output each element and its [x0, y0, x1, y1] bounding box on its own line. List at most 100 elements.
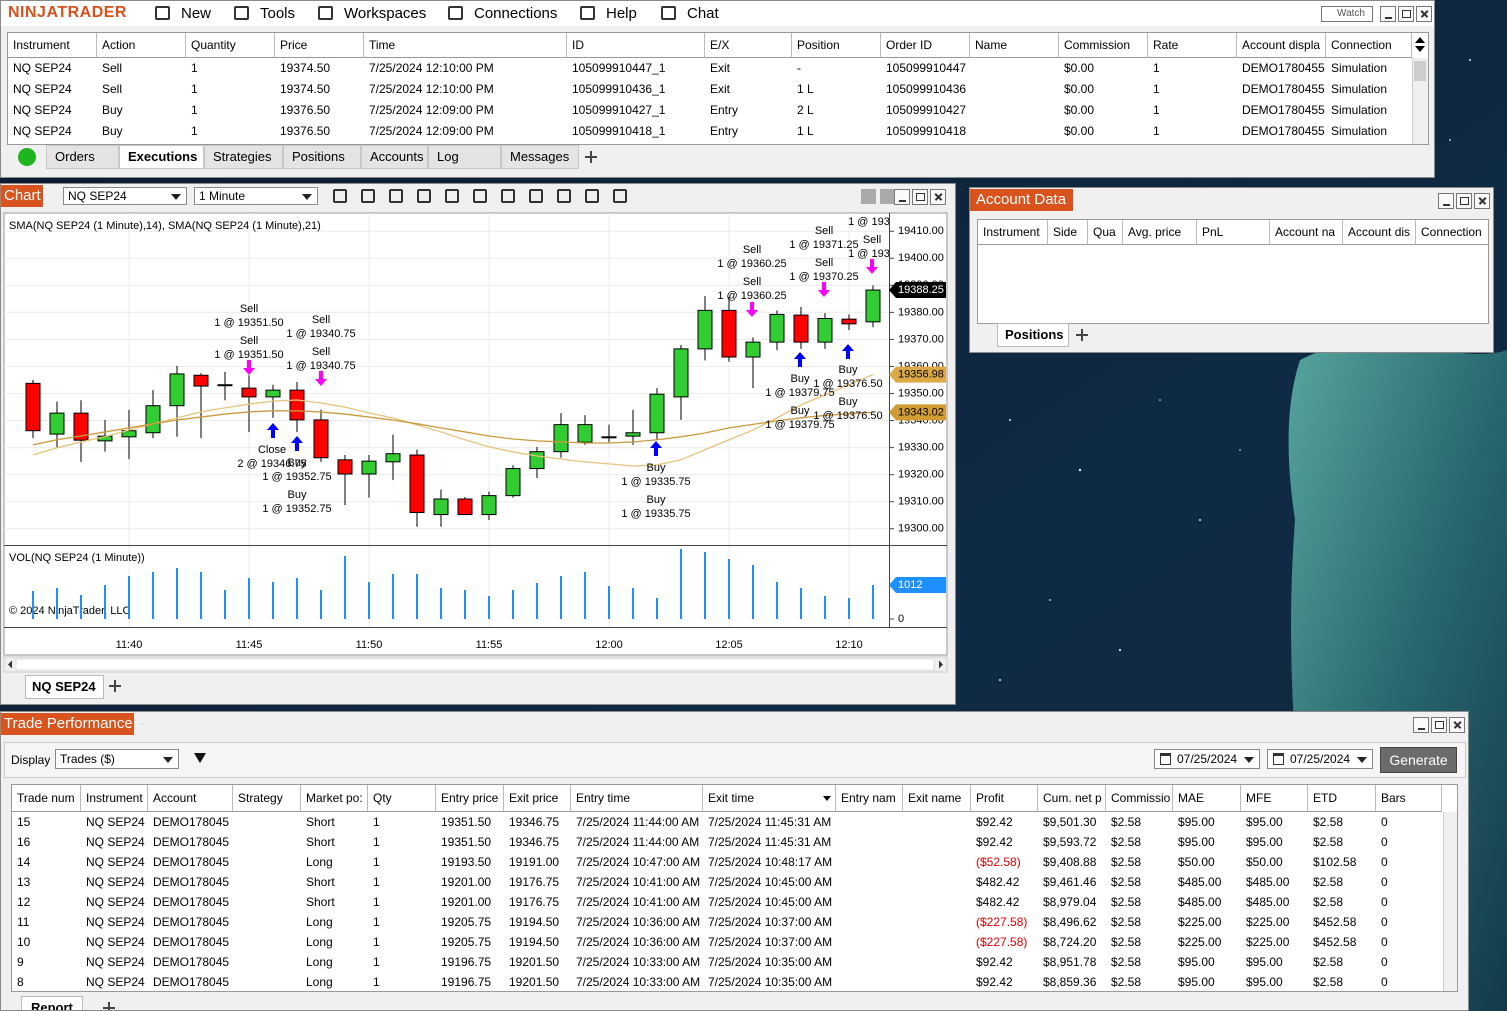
column-header[interactable]: Position	[792, 33, 881, 58]
column-header[interactable]: Name	[970, 33, 1059, 58]
window-min-button[interactable]	[1413, 717, 1429, 733]
toolbar-button[interactable]	[417, 189, 431, 203]
filter-button[interactable]	[194, 753, 206, 763]
toolbar-button[interactable]	[333, 189, 347, 203]
column-header[interactable]: Instrument	[81, 785, 148, 812]
column-header[interactable]: Quantity	[186, 33, 275, 58]
toolbar-button[interactable]	[361, 189, 375, 203]
table-cell: DEMO1780455	[1242, 103, 1325, 117]
y-tick-label: 19350.00	[898, 387, 944, 399]
column-header[interactable]: Exit name	[903, 785, 971, 812]
column-header[interactable]: Account displa	[1237, 33, 1326, 58]
menu-item[interactable]: Help	[606, 5, 637, 22]
column-header[interactable]: Account	[148, 785, 233, 812]
column-header[interactable]: Time	[364, 33, 567, 58]
column-header[interactable]: Entry price	[436, 785, 504, 812]
window-max-button[interactable]	[1398, 6, 1414, 22]
column-header[interactable]: Cum. net p	[1038, 785, 1106, 812]
bottom-tab[interactable]: Accounts	[361, 145, 428, 169]
watch-button[interactable]: Watch	[1321, 6, 1373, 22]
toolbar-button[interactable]	[445, 189, 459, 203]
column-header[interactable]: Qua	[1088, 220, 1123, 245]
trades-grid: Trade num Instrument Account Strategy Market…	[11, 784, 1458, 992]
table-cell: 16	[17, 835, 31, 849]
add-tab-button[interactable]	[583, 149, 599, 165]
column-header[interactable]: Commission	[1059, 33, 1148, 58]
column-header[interactable]: MFE	[1241, 785, 1308, 812]
bottom-tab[interactable]: Messages	[501, 145, 579, 169]
window-min-button[interactable]	[1438, 193, 1454, 209]
column-header[interactable]: Account dis	[1343, 220, 1416, 245]
toolbar-button[interactable]	[613, 189, 627, 203]
column-header[interactable]: Entry nam	[836, 785, 903, 812]
column-header[interactable]: Qty	[368, 785, 436, 812]
column-header[interactable]: ETD	[1308, 785, 1376, 812]
table-cell: Long	[306, 935, 333, 949]
column-header[interactable]: Avg. price	[1123, 220, 1197, 245]
column-header[interactable]: Instrument	[8, 33, 97, 58]
column-header[interactable]: Exit price	[504, 785, 571, 812]
x-tick-label: 12:10	[835, 639, 863, 651]
column-header[interactable]: Connection	[1326, 33, 1412, 58]
bottom-tab[interactable]: Orders	[46, 145, 119, 169]
column-header[interactable]: Rate	[1148, 33, 1237, 58]
column-header[interactable]: Trade num	[12, 785, 81, 812]
toolbar-button[interactable]	[473, 189, 487, 203]
add-tab-button[interactable]	[107, 678, 123, 694]
window-max-button[interactable]	[1431, 717, 1447, 733]
column-header[interactable]: Order ID	[881, 33, 970, 58]
window-close-button[interactable]	[1416, 6, 1432, 22]
chart-tab[interactable]: NQ SEP24	[25, 675, 104, 699]
column-header[interactable]: Commissio	[1106, 785, 1173, 812]
column-header[interactable]: Profit	[971, 785, 1038, 812]
chart-nav-button[interactable]	[880, 189, 895, 204]
interval-selector[interactable]: 1 Minute	[194, 187, 318, 205]
column-header[interactable]: MAE	[1173, 785, 1241, 812]
bottom-tab[interactable]: Positions	[283, 145, 361, 169]
window-max-button[interactable]	[912, 189, 928, 205]
column-header[interactable]: Instrument	[978, 220, 1048, 245]
menu-item[interactable]: Connections	[474, 5, 558, 22]
menu-item[interactable]: Tools	[260, 5, 296, 22]
window-close-button[interactable]	[1449, 717, 1465, 733]
window-close-button[interactable]	[1474, 193, 1490, 209]
column-header[interactable]: ID	[567, 33, 705, 58]
column-header[interactable]: Entry time	[571, 785, 703, 812]
bottom-tab[interactable]: Log	[428, 145, 501, 169]
column-header[interactable]: Account na	[1270, 220, 1343, 245]
menu-item[interactable]: Chat	[687, 5, 719, 22]
menu-item[interactable]: Workspaces	[344, 5, 427, 22]
chart-nav-button[interactable]	[861, 189, 876, 204]
window-close-button[interactable]	[930, 189, 946, 205]
add-tab-button[interactable]	[1074, 327, 1090, 343]
menu-item[interactable]: New	[181, 5, 212, 22]
bottom-tab[interactable]: Strategies	[204, 145, 283, 169]
date-to[interactable]: 07/25/2024	[1267, 749, 1373, 769]
column-header[interactable]: E/X	[705, 33, 792, 58]
column-header[interactable]: PnL	[1197, 220, 1270, 245]
add-tab-button[interactable]	[101, 1000, 117, 1010]
window-max-button[interactable]	[1456, 193, 1472, 209]
date-from[interactable]: 07/25/2024	[1154, 749, 1260, 769]
column-header[interactable]: Bars	[1376, 785, 1442, 812]
column-header[interactable]: Strategy	[233, 785, 301, 812]
window-min-button[interactable]	[1380, 6, 1396, 22]
column-header[interactable]: Connection	[1416, 220, 1488, 245]
positions-tab[interactable]: Positions	[997, 323, 1069, 347]
column-header[interactable]: Price	[275, 33, 364, 58]
report-tab[interactable]: Report	[21, 996, 83, 1010]
toolbar-button[interactable]	[529, 189, 543, 203]
toolbar-button[interactable]	[501, 189, 515, 203]
column-header[interactable]: Side	[1048, 220, 1088, 245]
generate-button[interactable]: Generate	[1380, 747, 1457, 773]
window-min-button[interactable]	[894, 189, 910, 205]
toolbar-button[interactable]	[389, 189, 403, 203]
instrument-selector[interactable]: NQ SEP24	[63, 187, 187, 205]
column-header[interactable]: Market po:	[301, 785, 368, 812]
bottom-tab[interactable]: Executions	[119, 145, 204, 169]
column-header[interactable]: Action	[97, 33, 186, 58]
toolbar-button[interactable]	[585, 189, 599, 203]
column-header[interactable]: Exit time	[703, 785, 836, 812]
toolbar-button[interactable]	[557, 189, 571, 203]
display-selector[interactable]: Trades ($)	[55, 749, 179, 769]
